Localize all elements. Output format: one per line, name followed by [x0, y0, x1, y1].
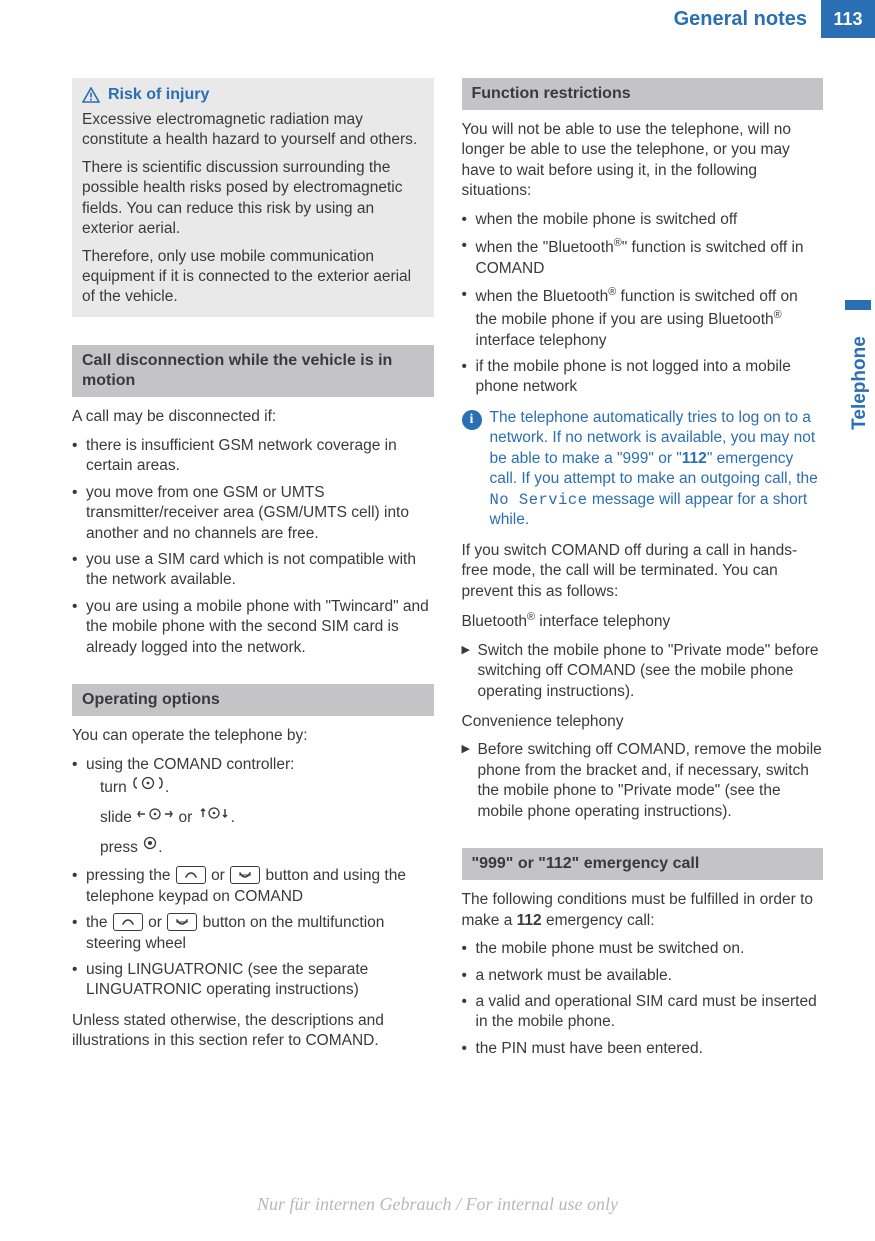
list-item: Before switching off COMAND, remove the …: [462, 740, 824, 822]
list-item: the PIN must have been entered.: [462, 1039, 824, 1059]
list-item: a valid and operational SIM card must be…: [462, 992, 824, 1033]
txt: when the Bluetooth: [476, 288, 609, 305]
controller-press-icon: [142, 834, 158, 860]
call-end-icon: [230, 866, 260, 884]
warning-box: Risk of injury Excessive electromagnetic…: [72, 78, 434, 317]
operating-list: using the COMAND controller: turn . slid…: [72, 755, 434, 1001]
list-item: when the mobile phone is switched off: [462, 210, 824, 230]
item3a: the: [86, 914, 112, 931]
operating-sub-turn: turn .: [86, 775, 434, 801]
or-label: or: [179, 809, 197, 826]
operating-item1-text: using the COMAND controller:: [86, 756, 294, 773]
txt: when the "Bluetooth: [476, 239, 614, 256]
txt: Bluetooth: [462, 613, 528, 630]
no-service-code: No Service: [490, 491, 588, 509]
warning-p3: Therefore, only use mobile communication…: [82, 247, 424, 307]
disconnect-heading: Call disconnection while the vehicle is …: [72, 345, 434, 397]
operating-outro: Unless stated otherwise, the description…: [72, 1011, 434, 1052]
list-item: there is insufficient GSM network covera…: [72, 436, 434, 477]
restrictions-p3: Bluetooth® interface telephony: [462, 610, 824, 633]
operating-intro: You can operate the telephone by:: [72, 726, 434, 746]
left-column: Risk of injury Excessive electromagnetic…: [72, 78, 434, 1085]
list-item: the or button on the multifunction steer…: [72, 913, 434, 954]
item2a: pressing the: [86, 867, 175, 884]
list-item: the mobile phone must be switched on.: [462, 939, 824, 959]
operating-heading: Operating options: [72, 684, 434, 716]
restrictions-p2: If you switch COMAND off during a call i…: [462, 541, 824, 602]
press-label: press: [100, 838, 142, 855]
info-note: i The telephone automatically tries to l…: [462, 408, 824, 531]
warning-p1: Excessive electromagnetic radiation may …: [82, 110, 424, 150]
list-item: you move from one GSM or UMTS transmitte…: [72, 483, 434, 544]
page: General notes 113 Telephone Risk of inju…: [0, 0, 875, 1241]
turn-label: turn: [100, 779, 131, 796]
list-item: you are using a mobile phone with "Twinc…: [72, 597, 434, 658]
list-item: Switch the mobile phone to "Private mode…: [462, 641, 824, 702]
restrictions-arrows2: Before switching off COMAND, remove the …: [462, 740, 824, 822]
controller-slide-lr-icon: [136, 804, 174, 830]
list-item: pressing the or button and using the tel…: [72, 866, 434, 907]
restrictions-heading: Function restrictions: [462, 78, 824, 110]
controller-turn-icon: [131, 774, 165, 800]
list-item: when the Bluetooth® function is switched…: [462, 285, 824, 351]
item2b: or: [211, 867, 229, 884]
txt: interface telephony: [535, 613, 670, 630]
txt: interface telephony: [476, 332, 607, 349]
txt: emergency call:: [542, 912, 655, 929]
operating-sub-press: press .: [86, 835, 434, 861]
content-area: Risk of injury Excessive electromagnetic…: [0, 38, 875, 1085]
txt: 112: [682, 450, 707, 467]
restrictions-intro: You will not be able to use the telephon…: [462, 120, 824, 202]
page-header: General notes 113: [0, 0, 875, 38]
list-item: if the mobile phone is not logged into a…: [462, 357, 824, 398]
emergency-intro: The following conditions must be fulfill…: [462, 890, 824, 931]
restrictions-section: Function restrictions You will not be ab…: [462, 78, 824, 822]
section-tab: Telephone: [845, 300, 871, 440]
section-tab-label: Telephone: [849, 328, 871, 438]
list-item: a network must be available.: [462, 966, 824, 986]
slide-label: slide: [100, 809, 136, 826]
right-column: Function restrictions You will not be ab…: [462, 78, 824, 1085]
warning-title: Risk of injury: [108, 86, 209, 104]
emergency-list: the mobile phone must be switched on. a …: [462, 939, 824, 1059]
call-accept-icon: [113, 913, 143, 931]
restrictions-p4: Convenience telephony: [462, 712, 824, 732]
emergency-heading: "999" or "112" emergency call: [462, 848, 824, 880]
info-icon: i: [462, 410, 482, 430]
info-text: The telephone automatically tries to log…: [490, 408, 824, 531]
controller-slide-ud-icon: [197, 804, 231, 830]
call-accept-icon: [176, 866, 206, 884]
warning-p2: There is scientific discussion surroundi…: [82, 158, 424, 239]
item3b: or: [148, 914, 166, 931]
list-item: using LINGUATRONIC (see the separate LIN…: [72, 960, 434, 1001]
emergency-section: "999" or "112" emergency call The follow…: [462, 848, 824, 1059]
txt: 112: [517, 912, 542, 929]
watermark: Nur für internen Gebrauch / For internal…: [0, 1194, 875, 1215]
operating-section: Operating options You can operate the te…: [72, 684, 434, 1052]
disconnect-list: there is insufficient GSM network covera…: [72, 436, 434, 659]
header-title: General notes: [674, 0, 821, 38]
restrictions-arrows1: Switch the mobile phone to "Private mode…: [462, 641, 824, 702]
restrictions-list: when the mobile phone is switched off wh…: [462, 210, 824, 398]
operating-sub-slide: slide or .: [86, 805, 434, 831]
list-item: you use a SIM card which is not compatib…: [72, 550, 434, 591]
warning-icon: [82, 87, 100, 103]
list-item: using the COMAND controller: turn . slid…: [72, 755, 434, 861]
warning-heading: Risk of injury: [82, 86, 424, 104]
disconnect-intro: A call may be disconnected if:: [72, 407, 434, 427]
list-item: when the "Bluetooth®" function is switch…: [462, 236, 824, 279]
page-number: 113: [821, 0, 875, 38]
disconnect-section: Call disconnection while the vehicle is …: [72, 345, 434, 658]
call-end-icon: [167, 913, 197, 931]
